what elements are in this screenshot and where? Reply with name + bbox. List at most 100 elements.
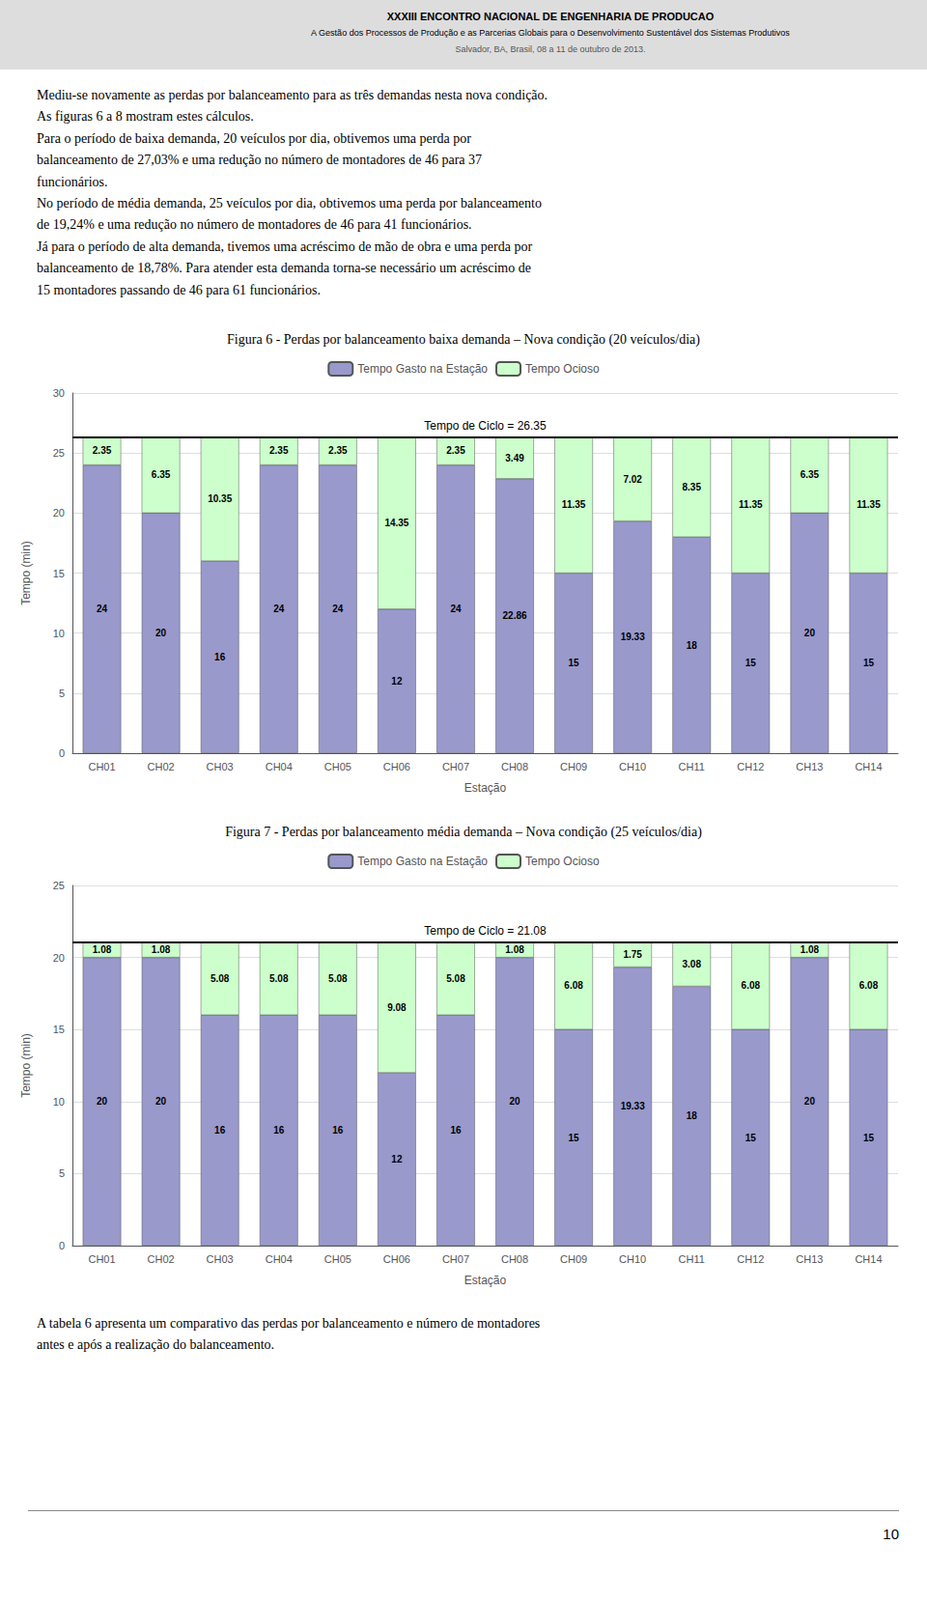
svg-text:CH08: CH08 — [501, 760, 529, 773]
svg-text:20: 20 — [53, 952, 65, 964]
svg-text:20: 20 — [804, 627, 816, 639]
svg-text:16: 16 — [273, 1124, 285, 1136]
svg-text:Tempo Ocioso: Tempo Ocioso — [525, 854, 600, 869]
svg-text:Figura 7 - Perdas por balancea: Figura 7 - Perdas por balanceamento médi… — [224, 824, 703, 841]
svg-text:Estação: Estação — [464, 781, 507, 795]
svg-text:CH01: CH01 — [87, 1253, 115, 1265]
svg-text:10: 10 — [53, 627, 65, 640]
svg-text:3.08: 3.08 — [682, 958, 703, 970]
svg-text:CH07: CH07 — [442, 1253, 470, 1265]
svg-text:15: 15 — [568, 657, 581, 669]
svg-text:9.08: 9.08 — [387, 1002, 407, 1013]
svg-text:CH13: CH13 — [795, 1253, 823, 1265]
svg-text:CH12: CH12 — [736, 1253, 764, 1265]
svg-text:20: 20 — [53, 506, 65, 519]
svg-text:11.35: 11.35 — [856, 499, 881, 510]
svg-text:16: 16 — [332, 1124, 344, 1136]
svg-text:2.35: 2.35 — [92, 445, 113, 456]
svg-text:1.08: 1.08 — [92, 944, 113, 956]
svg-text:Estação: Estação — [464, 1273, 507, 1288]
svg-text:CH05: CH05 — [324, 760, 352, 773]
svg-text:5: 5 — [58, 687, 65, 700]
svg-text:15: 15 — [745, 657, 758, 669]
svg-text:CH11: CH11 — [678, 1253, 705, 1265]
svg-text:CH03: CH03 — [206, 1253, 234, 1265]
svg-text:5.08: 5.08 — [210, 973, 230, 984]
svg-text:CH10: CH10 — [618, 760, 647, 773]
svg-text:30: 30 — [53, 387, 65, 399]
svg-text:Tempo (min): Tempo (min) — [19, 540, 33, 606]
svg-text:CH14: CH14 — [854, 1253, 882, 1265]
svg-text:3.49: 3.49 — [505, 452, 525, 464]
svg-text:CH12: CH12 — [736, 760, 764, 773]
svg-text:7.02: 7.02 — [622, 474, 643, 485]
svg-text:CH14: CH14 — [854, 760, 882, 773]
svg-text:19.33: 19.33 — [620, 1100, 646, 1112]
svg-text:2.35: 2.35 — [269, 445, 289, 456]
svg-text:CH02: CH02 — [147, 760, 175, 773]
svg-text:1.08: 1.08 — [505, 944, 525, 956]
svg-text:Tempo de Ciclo = 21.08: Tempo de Ciclo = 21.08 — [423, 924, 547, 938]
svg-text:12: 12 — [391, 1153, 403, 1165]
svg-text:20: 20 — [155, 627, 168, 639]
svg-text:5.08: 5.08 — [446, 973, 466, 984]
svg-text:15: 15 — [863, 657, 875, 669]
svg-text:Tempo de Ciclo = 26.35: Tempo de Ciclo = 26.35 — [423, 419, 547, 433]
svg-text:6.08: 6.08 — [859, 980, 879, 991]
svg-text:Tempo Gasto na Estação: Tempo Gasto na Estação — [357, 854, 488, 869]
svg-text:CH02: CH02 — [147, 1253, 175, 1265]
svg-text:19.33: 19.33 — [620, 631, 646, 643]
svg-text:CH03: CH03 — [206, 760, 234, 773]
svg-text:CH10: CH10 — [618, 1253, 647, 1265]
svg-text:CH13: CH13 — [795, 760, 823, 773]
svg-text:12: 12 — [391, 675, 403, 687]
svg-text:CH09: CH09 — [560, 1253, 588, 1265]
svg-text:5: 5 — [58, 1167, 65, 1180]
svg-text:18: 18 — [686, 1110, 699, 1122]
svg-text:CH11: CH11 — [678, 760, 705, 773]
svg-text:6.08: 6.08 — [741, 980, 761, 991]
svg-text:Figura 6 - Perdas por balancea: Figura 6 - Perdas por balanceamento baix… — [226, 332, 701, 348]
svg-text:20: 20 — [804, 1095, 816, 1107]
svg-text:24: 24 — [273, 603, 285, 615]
svg-text:Tempo Ocioso: Tempo Ocioso — [525, 362, 600, 376]
svg-text:11.35: 11.35 — [561, 499, 587, 510]
svg-text:24: 24 — [96, 603, 109, 615]
svg-text:CH07: CH07 — [442, 760, 470, 773]
svg-text:10: 10 — [53, 1095, 65, 1108]
svg-text:25: 25 — [53, 447, 65, 459]
svg-text:14.35: 14.35 — [384, 517, 409, 529]
svg-text:11.35: 11.35 — [738, 499, 763, 510]
svg-text:Tempo (min): Tempo (min) — [19, 1033, 33, 1098]
svg-text:15: 15 — [568, 1132, 581, 1144]
svg-text:6.35: 6.35 — [151, 469, 171, 480]
svg-text:CH06: CH06 — [383, 760, 411, 773]
svg-text:18: 18 — [686, 640, 699, 651]
svg-text:8.35: 8.35 — [682, 481, 703, 493]
svg-text:5.08: 5.08 — [328, 973, 348, 984]
svg-text:20: 20 — [96, 1095, 109, 1107]
svg-text:1.08: 1.08 — [800, 944, 820, 956]
svg-text:2.35: 2.35 — [446, 445, 466, 456]
svg-text:24: 24 — [332, 603, 344, 615]
svg-text:16: 16 — [449, 1124, 462, 1136]
svg-text:0: 0 — [58, 1239, 65, 1252]
svg-text:20: 20 — [508, 1095, 521, 1107]
svg-text:24: 24 — [449, 603, 462, 615]
svg-text:CH08: CH08 — [501, 1253, 529, 1265]
svg-text:CH05: CH05 — [324, 1253, 352, 1265]
svg-text:Tempo Gasto na Estação: Tempo Gasto na Estação — [357, 362, 488, 376]
svg-text:1.08: 1.08 — [151, 944, 171, 956]
svg-text:10.35: 10.35 — [207, 493, 232, 505]
svg-text:1.75: 1.75 — [622, 949, 643, 960]
svg-text:22.86: 22.86 — [503, 610, 528, 621]
svg-text:CH04: CH04 — [265, 760, 293, 773]
svg-text:0: 0 — [58, 747, 65, 759]
svg-text:15: 15 — [53, 1023, 65, 1036]
svg-text:CH09: CH09 — [560, 760, 588, 773]
svg-text:25: 25 — [53, 879, 65, 892]
svg-text:15: 15 — [745, 1132, 758, 1144]
svg-text:6.08: 6.08 — [563, 980, 584, 991]
svg-text:15: 15 — [53, 567, 65, 580]
svg-text:2.35: 2.35 — [328, 445, 348, 456]
